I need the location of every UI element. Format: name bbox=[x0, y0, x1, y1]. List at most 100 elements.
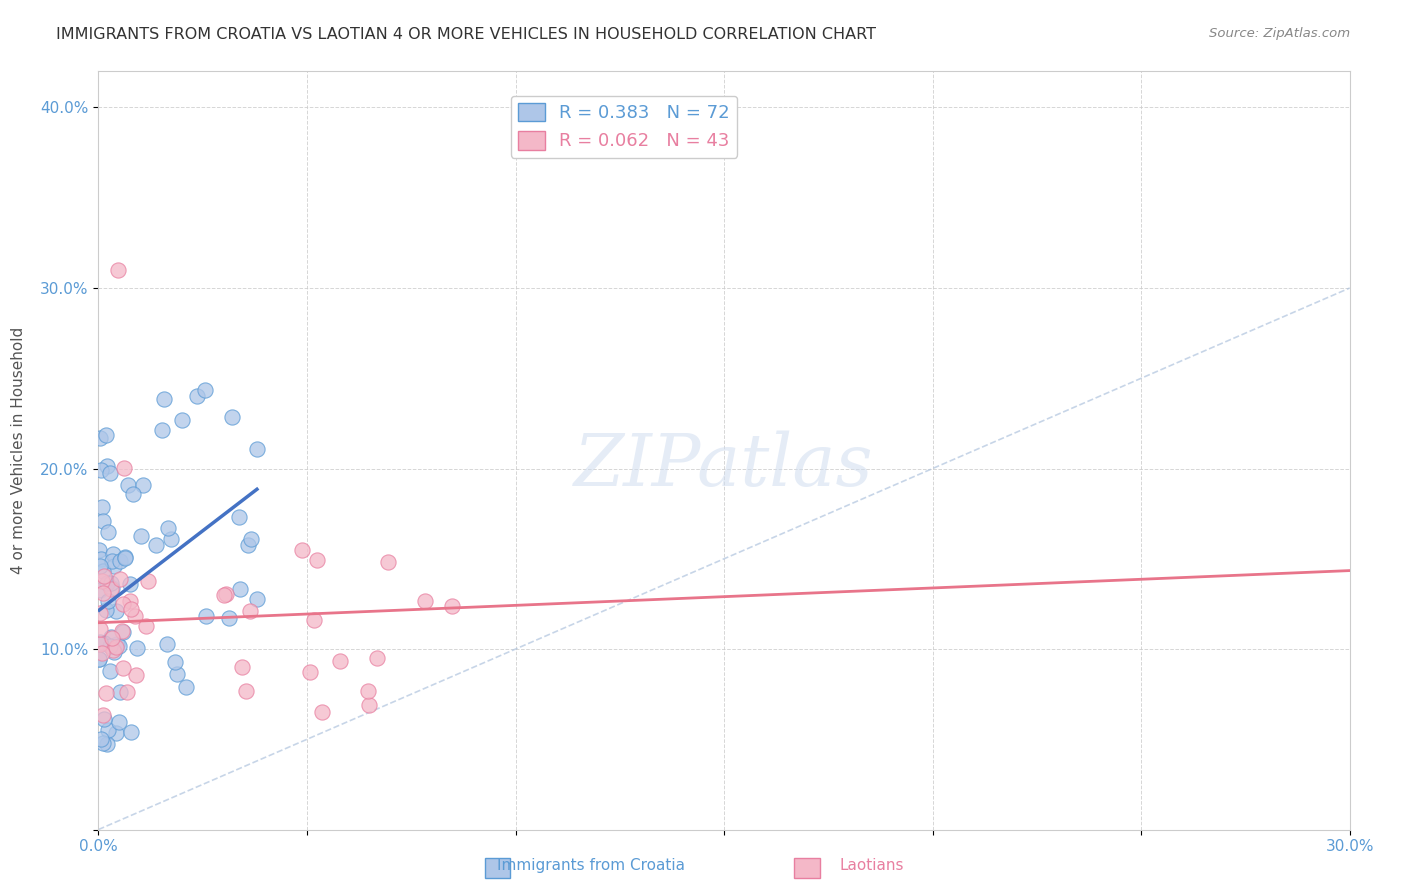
Point bbox=[228, 510, 250, 524]
Point bbox=[91, 574, 114, 588]
Point bbox=[298, 665, 321, 680]
Point bbox=[246, 442, 269, 457]
Point bbox=[100, 582, 122, 596]
Point bbox=[104, 725, 127, 739]
Point bbox=[90, 552, 112, 566]
Point bbox=[100, 576, 122, 591]
Point bbox=[377, 555, 399, 569]
Point bbox=[97, 723, 120, 738]
Y-axis label: 4 or more Vehicles in Household: 4 or more Vehicles in Household bbox=[11, 326, 27, 574]
Point bbox=[135, 619, 157, 633]
Point bbox=[145, 538, 167, 552]
Text: ZIPatlas: ZIPatlas bbox=[574, 430, 875, 501]
Point bbox=[91, 586, 114, 600]
Point bbox=[305, 553, 328, 567]
Point bbox=[115, 685, 138, 699]
Point bbox=[124, 609, 146, 624]
Point bbox=[165, 655, 187, 669]
Point bbox=[108, 572, 131, 586]
Point bbox=[120, 602, 142, 616]
Point bbox=[105, 636, 128, 650]
Point bbox=[221, 409, 243, 424]
Point bbox=[114, 551, 136, 566]
Point bbox=[100, 640, 122, 654]
Text: Laotians: Laotians bbox=[839, 858, 904, 872]
Point bbox=[246, 592, 269, 607]
Point bbox=[366, 651, 388, 665]
Point bbox=[89, 637, 111, 651]
Point bbox=[91, 564, 114, 578]
Point bbox=[89, 652, 111, 666]
Point bbox=[96, 737, 118, 751]
Point bbox=[120, 594, 142, 608]
Point bbox=[186, 389, 208, 403]
Point bbox=[103, 643, 125, 657]
Text: Source: ZipAtlas.com: Source: ZipAtlas.com bbox=[1209, 27, 1350, 40]
Point bbox=[160, 532, 183, 546]
Point bbox=[440, 599, 463, 614]
Point bbox=[153, 392, 176, 406]
Point bbox=[136, 574, 159, 588]
Point bbox=[89, 635, 111, 649]
Point bbox=[291, 543, 314, 558]
Point bbox=[117, 477, 139, 491]
Point bbox=[152, 423, 174, 437]
Point bbox=[100, 630, 122, 644]
Point bbox=[156, 521, 179, 535]
Point bbox=[105, 640, 128, 655]
Point bbox=[91, 514, 114, 528]
Point bbox=[98, 466, 121, 480]
Text: IMMIGRANTS FROM CROATIA VS LAOTIAN 4 OR MORE VEHICLES IN HOUSEHOLD CORRELATION C: IMMIGRANTS FROM CROATIA VS LAOTIAN 4 OR … bbox=[56, 27, 876, 42]
Point bbox=[107, 263, 129, 277]
Point bbox=[108, 685, 131, 699]
Point bbox=[93, 569, 115, 583]
Point bbox=[97, 525, 120, 540]
Point bbox=[89, 652, 111, 666]
Point bbox=[108, 715, 131, 730]
Point bbox=[238, 538, 260, 552]
Point bbox=[97, 593, 120, 607]
Legend: R = 0.383   N = 72, R = 0.062   N = 43: R = 0.383 N = 72, R = 0.062 N = 43 bbox=[510, 95, 737, 158]
Point bbox=[166, 667, 188, 681]
Point bbox=[174, 680, 197, 694]
Point bbox=[108, 639, 131, 653]
Point bbox=[91, 735, 114, 749]
Point bbox=[118, 576, 141, 591]
Point bbox=[103, 645, 125, 659]
Point bbox=[89, 559, 111, 574]
Point bbox=[357, 683, 380, 698]
Point bbox=[131, 529, 153, 543]
Point bbox=[122, 487, 145, 501]
Point bbox=[114, 549, 136, 564]
Point bbox=[212, 588, 235, 602]
Point bbox=[103, 559, 125, 574]
Point bbox=[94, 428, 117, 442]
Point bbox=[90, 646, 112, 660]
Point bbox=[125, 667, 148, 681]
Point bbox=[111, 625, 134, 640]
Point bbox=[125, 641, 148, 656]
Point bbox=[90, 500, 112, 515]
Point bbox=[96, 458, 118, 473]
Point bbox=[101, 547, 124, 561]
Point bbox=[101, 632, 124, 646]
Point bbox=[240, 532, 263, 546]
Point bbox=[112, 598, 135, 612]
Point bbox=[111, 661, 134, 675]
Point bbox=[239, 604, 262, 618]
Point bbox=[105, 603, 128, 617]
Point bbox=[229, 582, 252, 596]
Point bbox=[96, 686, 118, 700]
Point bbox=[156, 637, 179, 651]
Point bbox=[90, 732, 112, 747]
Point bbox=[89, 622, 111, 636]
Point bbox=[235, 684, 257, 698]
Point bbox=[90, 463, 112, 477]
Point bbox=[98, 665, 121, 679]
Point bbox=[96, 575, 118, 590]
Point bbox=[93, 712, 115, 726]
Point bbox=[215, 587, 238, 601]
Point bbox=[195, 609, 218, 624]
Point bbox=[91, 707, 114, 722]
Point bbox=[89, 431, 111, 445]
